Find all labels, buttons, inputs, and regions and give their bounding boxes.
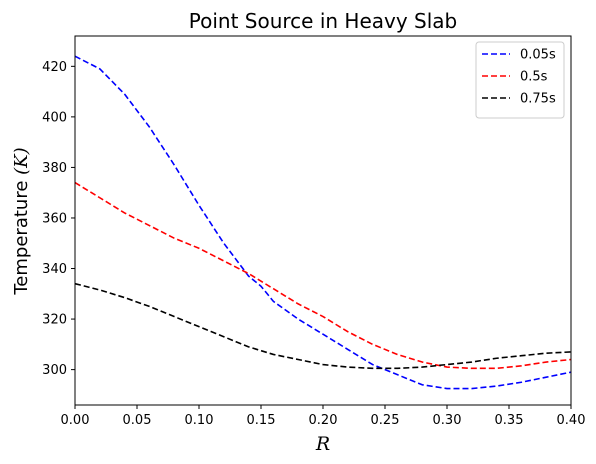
x-tick-label: 0.15	[247, 413, 276, 428]
x-tick-label: 0.20	[309, 413, 338, 428]
y-tick-label: 300	[42, 363, 67, 378]
y-axis-ticks: 300 320 340 360 380 400 420	[42, 60, 75, 378]
plot-layer	[74, 55, 572, 390]
series-line-1	[74, 181, 572, 370]
legend: 0.05s 0.5s 0.75s	[475, 41, 565, 119]
legend-label: 0.5s	[520, 70, 548, 85]
y-axis-label-unit: (K)	[11, 147, 32, 175]
x-tick-label: 0.25	[371, 413, 400, 428]
y-tick-label: 400	[42, 110, 67, 125]
x-axis-ticks: 0.00 0.05 0.10 0.15 0.20 0.25 0.30 0.35 0.40	[61, 405, 586, 428]
y-tick-label: 360	[42, 211, 67, 226]
y-tick-label: 320	[42, 313, 67, 328]
y-axis-label-text: Temperature	[11, 175, 32, 296]
x-tick-label: 0.35	[495, 413, 524, 428]
legend-box	[475, 41, 565, 119]
chart-title: Point Source in Heavy Slab	[189, 9, 458, 33]
x-tick-label: 0.30	[433, 413, 462, 428]
y-tick-label: 340	[42, 262, 67, 277]
x-tick-label: 0.40	[557, 413, 586, 428]
y-axis-label: Temperature (K)	[11, 147, 32, 295]
x-tick-label: 0.00	[61, 413, 90, 428]
x-tick-label: 0.05	[123, 413, 152, 428]
x-tick-label: 0.10	[185, 413, 214, 428]
series-line-2	[74, 282, 572, 370]
x-axis-label: R	[315, 433, 330, 455]
legend-label: 0.75s	[520, 92, 556, 107]
series-line-0	[74, 55, 572, 390]
y-tick-label: 380	[42, 161, 67, 176]
y-tick-label: 420	[42, 60, 67, 75]
legend-label: 0.05s	[520, 48, 556, 63]
